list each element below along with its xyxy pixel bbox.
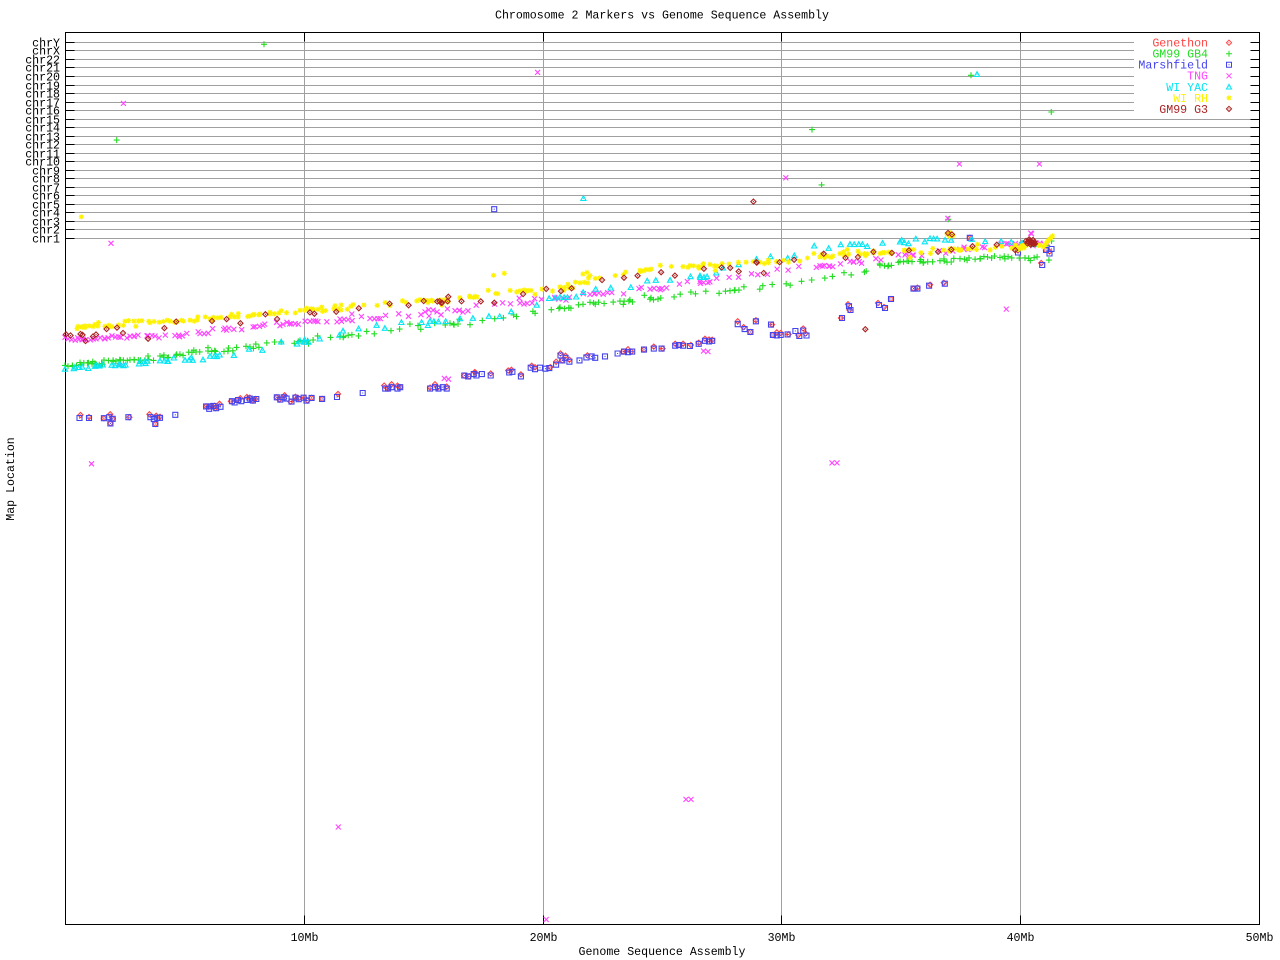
svg-text:chr17: chr17	[25, 97, 60, 110]
svg-text:GM99 GB4: GM99 GB4	[1152, 49, 1208, 62]
svg-text:WI RH: WI RH	[1173, 93, 1208, 106]
svg-text:50Mb: 50Mb	[1246, 932, 1274, 945]
svg-text:chr6: chr6	[32, 190, 60, 203]
svg-text:chr13: chr13	[25, 131, 60, 144]
svg-text:chr1: chr1	[32, 233, 60, 246]
svg-text:chr7: chr7	[32, 182, 60, 195]
svg-text:chr16: chr16	[25, 105, 60, 118]
svg-text:30Mb: 30Mb	[768, 932, 796, 945]
svg-text:chr8: chr8	[32, 173, 60, 186]
svg-text:chr10: chr10	[25, 156, 60, 169]
svg-text:chr18: chr18	[25, 88, 60, 101]
svg-text:chr11: chr11	[25, 148, 60, 161]
svg-text:Map Location: Map Location	[5, 437, 18, 521]
svg-text:Genethon: Genethon	[1152, 38, 1208, 51]
svg-text:chrX: chrX	[32, 45, 60, 58]
svg-text:20Mb: 20Mb	[530, 932, 558, 945]
svg-text:chr20: chr20	[25, 71, 60, 84]
svg-text:WI YAC: WI YAC	[1166, 82, 1208, 95]
svg-text:Genome Sequence Assembly: Genome Sequence Assembly	[579, 946, 746, 959]
svg-text:chr19: chr19	[25, 80, 60, 93]
svg-text:Marshfield: Marshfield	[1138, 60, 1208, 73]
svg-text:chr2: chr2	[32, 224, 60, 237]
svg-text:chr5: chr5	[32, 199, 60, 212]
svg-text:10Mb: 10Mb	[291, 932, 319, 945]
svg-text:chr12: chr12	[25, 139, 60, 152]
svg-text:chrY: chrY	[32, 37, 60, 50]
svg-text:chr21: chr21	[25, 62, 60, 75]
svg-text:chr14: chr14	[25, 122, 60, 135]
svg-text:40Mb: 40Mb	[1007, 932, 1035, 945]
svg-text:chr9: chr9	[32, 165, 60, 178]
svg-text:GM99 G3: GM99 G3	[1159, 104, 1208, 117]
svg-text:Chromosome 2 Markers vs Genome: Chromosome 2 Markers vs Genome Sequence …	[495, 10, 829, 23]
svg-text:chr4: chr4	[32, 207, 60, 220]
svg-text:chr15: chr15	[25, 114, 60, 127]
svg-text:chr3: chr3	[32, 216, 60, 229]
svg-text:TNG: TNG	[1187, 71, 1208, 84]
svg-text:chr22: chr22	[25, 54, 60, 67]
